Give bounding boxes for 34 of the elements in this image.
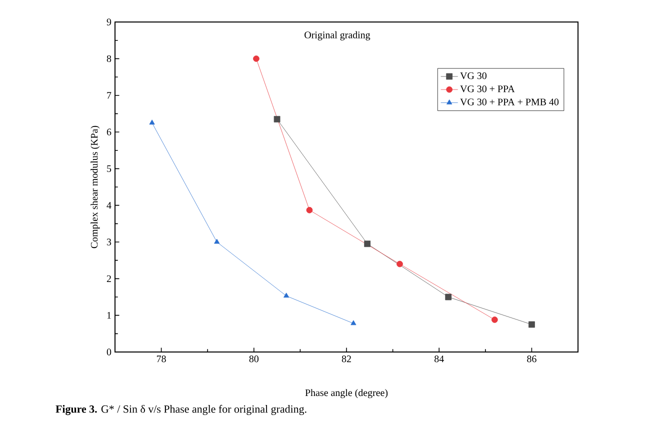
point: [350, 320, 356, 326]
legend-label: VG 30 + PPA: [460, 85, 515, 92]
point: [274, 116, 280, 122]
y-axis-title: Complex shear modulus (KPa): [90, 126, 100, 248]
y-tick-label: 0: [106, 348, 112, 356]
legend-label: VG 30 + PPA + PMB 40: [460, 98, 559, 106]
y-tick-label: 7: [107, 92, 112, 99]
point: [528, 321, 535, 328]
x-tick-label: 80: [249, 356, 259, 362]
y-tick-label: 4: [106, 202, 112, 209]
point: [364, 240, 371, 248]
y-tick-label: 1: [107, 312, 111, 319]
y-tick-label: 9: [106, 18, 112, 26]
point: [214, 238, 220, 244]
point: [284, 292, 290, 298]
x-tick-label: 82: [342, 356, 351, 362]
text: Figure 3. G* / Sin δ v/s Phase angle for original grading.: [56, 404, 306, 416]
y-tick-label: 3: [106, 238, 112, 246]
y-tick-label: 2: [106, 275, 111, 282]
point: [445, 294, 452, 300]
point: [491, 316, 498, 323]
legend-label: VG 30: [460, 72, 486, 80]
point: [396, 260, 403, 268]
text: Original grading: [304, 31, 370, 40]
y-tick-label: 5: [107, 165, 112, 172]
x-tick-label: 78: [156, 356, 166, 362]
y-tick-label: 6: [106, 128, 112, 136]
x-tick-label: 86: [527, 356, 536, 362]
y-tick-label: 8: [106, 55, 112, 62]
point: [306, 206, 313, 214]
point: [149, 120, 155, 125]
x-tick-label: 84: [434, 356, 444, 362]
point: [253, 55, 260, 62]
x-axis-title: Phase angle (degree): [305, 389, 388, 398]
